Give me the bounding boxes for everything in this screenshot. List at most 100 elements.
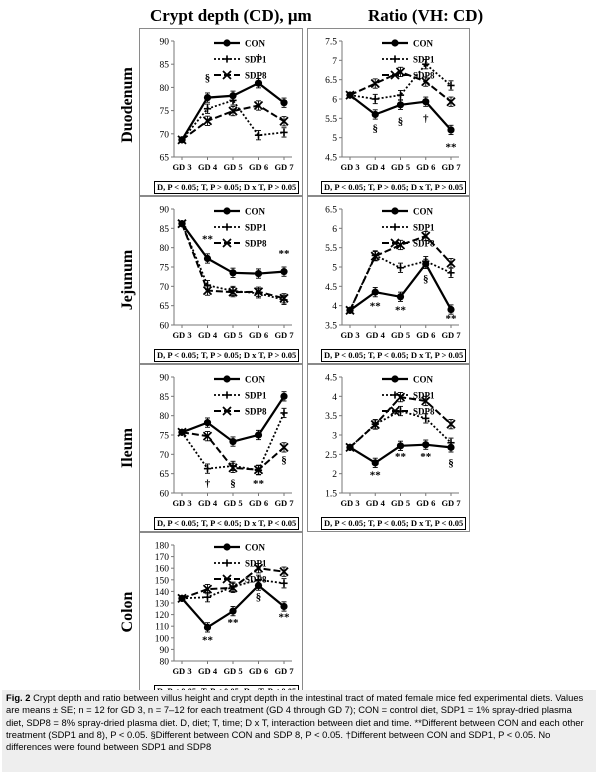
marker-sdp8 — [370, 78, 380, 89]
y-tick-label: 5 — [332, 264, 337, 274]
legend-label-sdp1: SDP1 — [245, 55, 267, 65]
y-tick-label: 6.5 — [325, 206, 337, 216]
x-tick-label: GD 3 — [340, 162, 359, 172]
y-tick-label: 4.5 — [325, 154, 337, 164]
y-tick-label: 120 — [155, 611, 170, 621]
chart-duodenum-ratio: 4.5 5 5.5 6 6.5 7 7.5 GD 3 GD 4 GD 5 GD 6 GD 7 CON SD… — [325, 38, 461, 173]
x-tick-label: GD 6 — [249, 498, 268, 508]
significance-mark: § — [373, 123, 379, 135]
panel-colon-crypt-depth: 80 90 100 110 120 130 140 150 160 170 180 GD 3 GD 4 G… — [139, 532, 303, 700]
legend-label-con: CON — [245, 543, 266, 553]
y-tick-label: 3.5 — [325, 412, 337, 422]
marker-sdp8 — [177, 135, 187, 145]
y-tick-label: 140 — [155, 588, 170, 598]
chart-jejunum-ratio: 3.5 4 4.5 5 5.5 6 6.5 GD 3 GD 4 GD 5 GD 6 GD 7 CON SD… — [325, 206, 461, 341]
legend-label-sdp8: SDP8 — [245, 575, 267, 585]
y-tick-label: 90 — [160, 646, 170, 656]
y-tick-label: 75 — [160, 432, 170, 442]
series-sdp1 — [346, 59, 455, 105]
series-line-sdp8 — [181, 104, 285, 141]
marker-sdp8 — [202, 431, 213, 441]
y-tick-label: 160 — [155, 565, 170, 575]
x-tick-label: GD 7 — [441, 162, 461, 172]
legend-label-sdp8: SDP8 — [413, 239, 435, 249]
marker-con — [422, 441, 430, 449]
stats-duodenum-crypt-depth: D, P < 0.05; T, P > 0.05; D x T, P > 0.0… — [154, 181, 300, 194]
legend-label-con: CON — [245, 39, 266, 49]
significance-mark: ** — [370, 470, 382, 482]
marker-sdp8 — [222, 406, 232, 416]
y-tick-label: 80 — [160, 244, 170, 254]
marker-con — [396, 442, 405, 450]
marker-con — [203, 419, 212, 427]
series-sdp8 — [177, 219, 289, 304]
legend-label-sdp8: SDP8 — [413, 407, 435, 417]
y-tick-label: 80 — [160, 658, 170, 668]
row-label-duodenum: Duodenum — [119, 67, 136, 143]
legend-label-sdp1: SDP1 — [413, 55, 435, 65]
row-label-ileum: Ileum — [119, 428, 136, 468]
marker-con — [254, 79, 263, 87]
x-tick-label: GD 7 — [274, 330, 294, 340]
y-tick-label: 4.5 — [325, 374, 337, 384]
y-tick-label: 65 — [160, 302, 170, 312]
x-tick-label: GD 4 — [366, 162, 386, 172]
caption-text: Crypt depth and ratio between villus hei… — [6, 692, 584, 753]
significance-mark: ** — [420, 451, 432, 463]
y-tick-label: 80 — [160, 84, 170, 94]
marker-sdp8 — [177, 593, 187, 603]
y-tick-label: 90 — [160, 374, 170, 384]
y-tick-label: 7 — [332, 57, 337, 67]
marker-sdp8 — [279, 567, 289, 577]
marker-con — [447, 305, 455, 314]
x-tick-label: GD 3 — [172, 666, 191, 676]
x-tick-label: GD 7 — [441, 498, 461, 508]
y-tick-label: 5.5 — [325, 244, 337, 254]
x-tick-label: GD 4 — [366, 330, 386, 340]
y-tick-label: 5 — [332, 134, 337, 144]
significance-mark: † — [205, 478, 211, 490]
significance-mark: § — [205, 72, 211, 84]
y-tick-label: 85 — [160, 225, 170, 235]
marker-con — [371, 288, 379, 296]
series-line-sdp8 — [349, 396, 452, 449]
y-tick-label: 1.5 — [325, 490, 337, 500]
series-line-sdp8 — [181, 223, 285, 300]
y-tick-label: 150 — [155, 576, 170, 586]
marker-con — [391, 375, 399, 383]
marker-con — [203, 254, 212, 263]
marker-sdp8 — [228, 106, 238, 116]
x-tick-label: GD 7 — [274, 498, 294, 508]
marker-sdp8 — [390, 70, 400, 80]
significance-mark: ** — [395, 304, 407, 316]
panel-ileum-crypt-depth: 60 65 70 75 80 85 90 GD 3 GD 4 GD 5 GD 6 GD 7 CON SDP… — [139, 364, 303, 532]
marker-sdp8 — [446, 419, 456, 429]
marker-sdp8 — [345, 442, 355, 453]
marker-sdp8 — [345, 305, 355, 315]
marker-sdp8 — [370, 419, 380, 430]
series-line-sdp1 — [349, 62, 452, 100]
significance-mark: ** — [446, 141, 458, 153]
legend-label-sdp1: SDP1 — [413, 391, 435, 401]
x-tick-label: GD 5 — [391, 330, 410, 340]
panel-jejunum-crypt-depth: 60 65 70 75 80 85 90 GD 3 GD 4 GD 5 GD 6 GD 7 CON SDP… — [139, 196, 303, 364]
marker-sdp8 — [253, 100, 264, 111]
series-sdp8 — [177, 427, 289, 475]
panel-duodenum-crypt-depth: 65 70 75 80 85 90 GD 3 GD 4 GD 5 GD 6 GD 7 CON SDP1 S… — [139, 28, 303, 196]
series-con — [178, 580, 288, 633]
significance-mark: ** — [446, 313, 458, 325]
marker-con — [280, 268, 288, 276]
x-tick-label: GD 6 — [249, 666, 268, 676]
significance-mark: ** — [395, 451, 407, 463]
significance-mark: ** — [202, 233, 214, 245]
series-sdp1 — [178, 95, 288, 144]
series-sdp8 — [177, 100, 289, 145]
legend-label-con: CON — [245, 207, 266, 217]
y-tick-label: 65 — [160, 154, 170, 164]
legend-label-sdp8: SDP8 — [413, 71, 435, 81]
significance-mark: ** — [279, 248, 291, 260]
y-tick-label: 60 — [160, 322, 170, 332]
chart-jejunum-crypt-depth: 60 65 70 75 80 85 90 GD 3 GD 4 GD 5 GD 6 GD 7 CON SDP… — [160, 206, 295, 341]
marker-con — [371, 459, 379, 467]
marker-con — [223, 207, 231, 215]
